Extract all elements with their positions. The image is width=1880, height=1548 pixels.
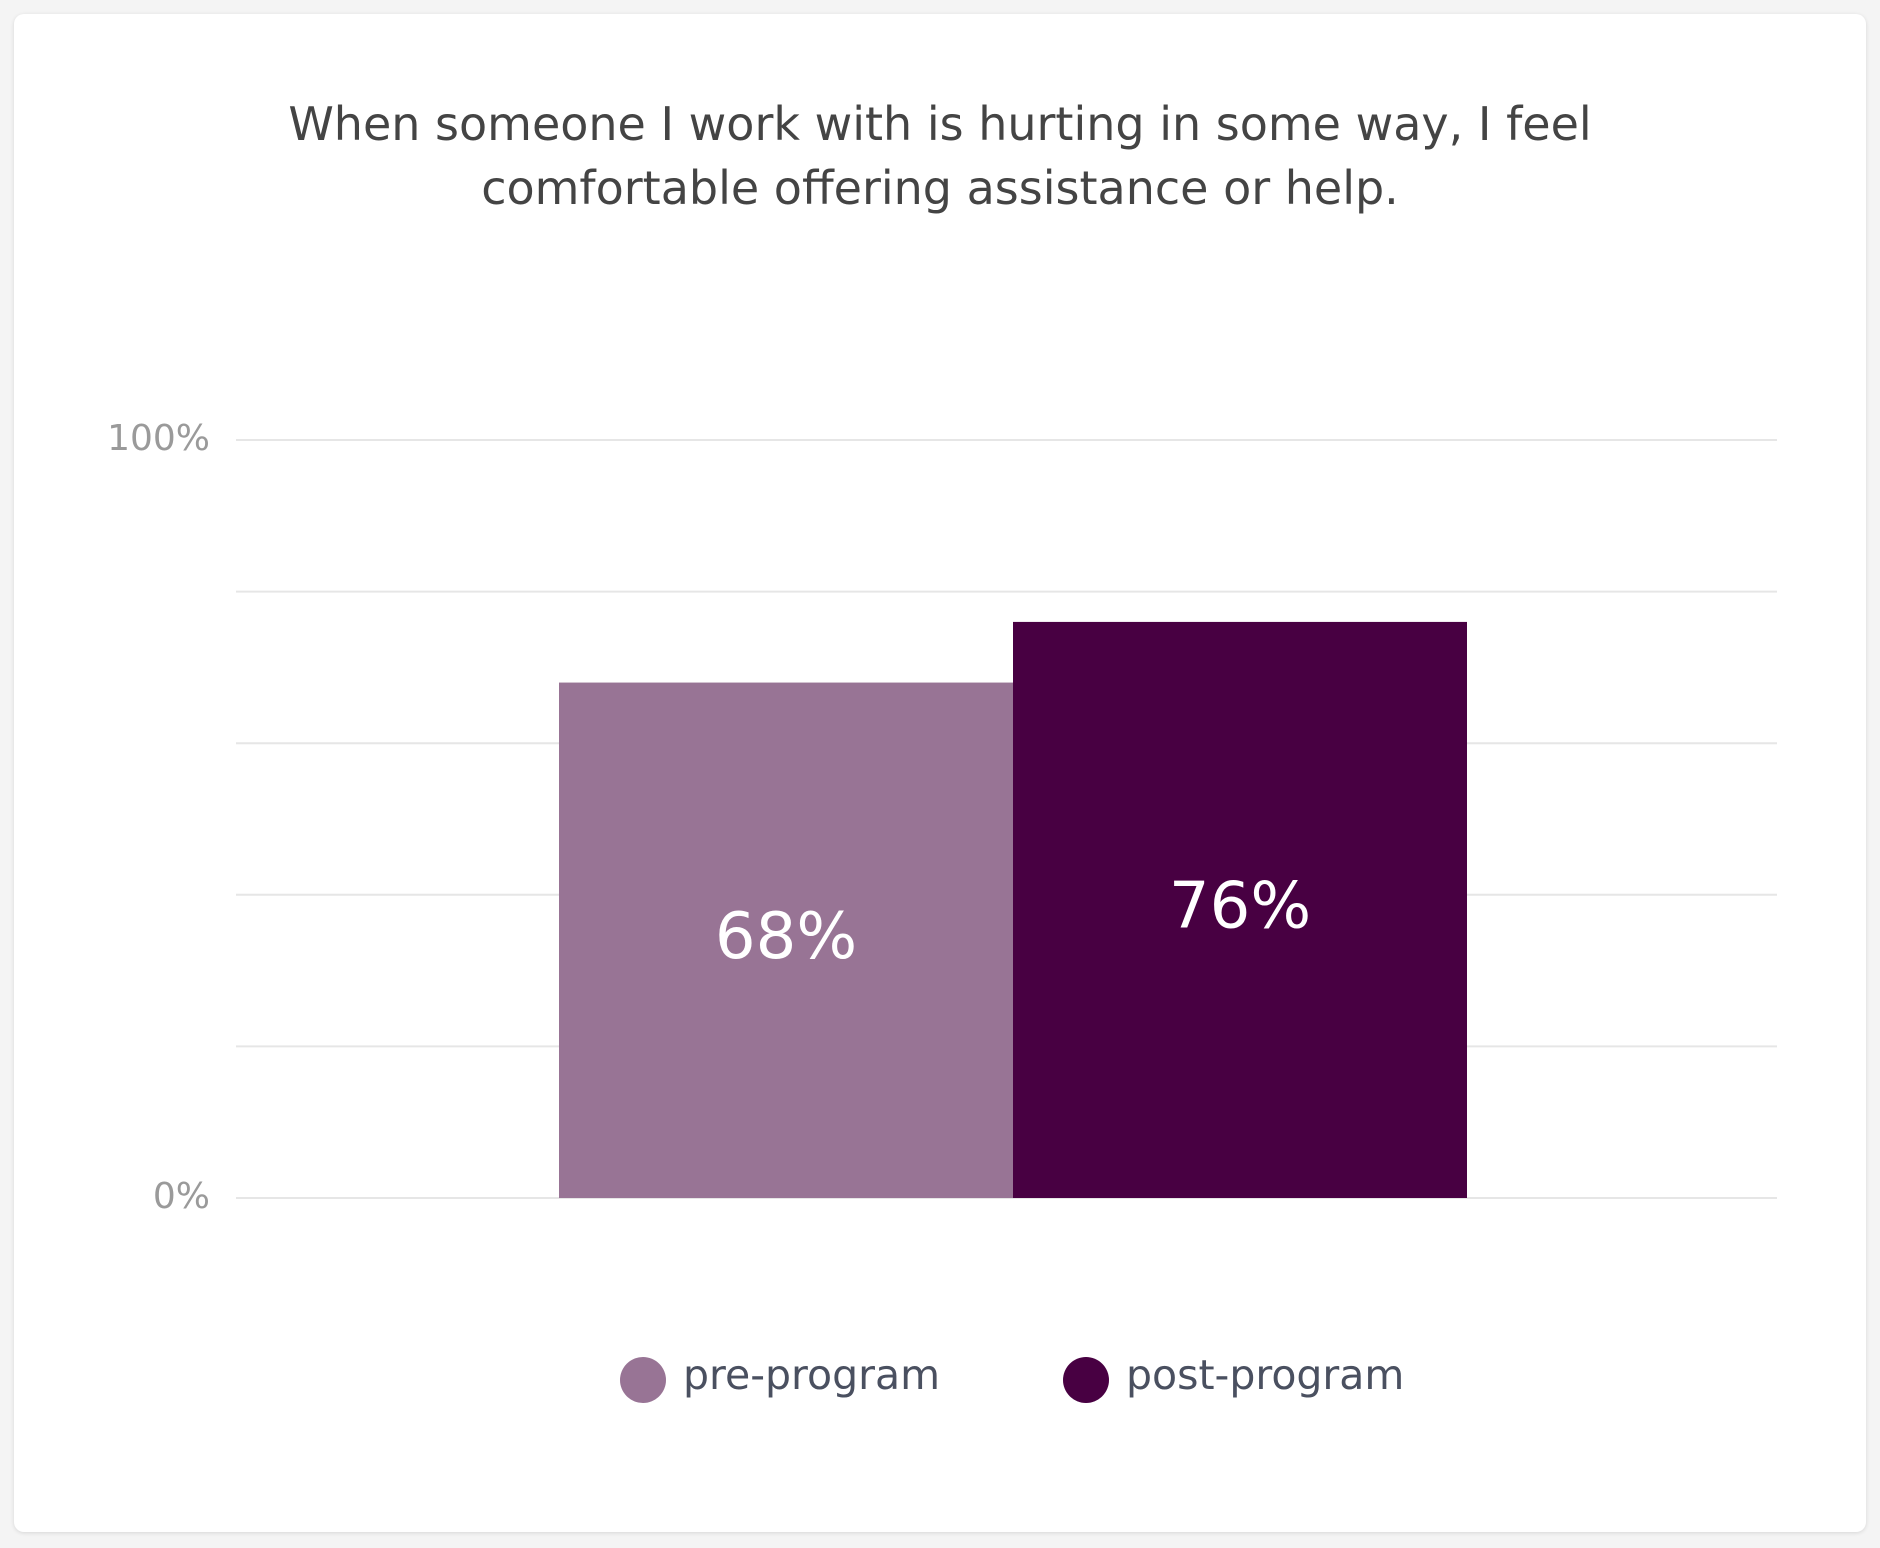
legend-label: pre-program xyxy=(683,1351,940,1399)
bar xyxy=(1013,621,1467,1198)
chart-title: When someone I work with is hurting in s… xyxy=(288,97,1592,215)
value-label: 76% xyxy=(1169,870,1311,944)
y-tick-label: 100% xyxy=(107,418,210,459)
value-label: 68% xyxy=(715,900,857,974)
y-tick-label: 0% xyxy=(153,1176,210,1217)
bar xyxy=(559,682,1013,1198)
legend-marker xyxy=(620,1357,666,1403)
legend-label: post-program xyxy=(1126,1351,1404,1399)
legend-marker xyxy=(1063,1357,1109,1403)
